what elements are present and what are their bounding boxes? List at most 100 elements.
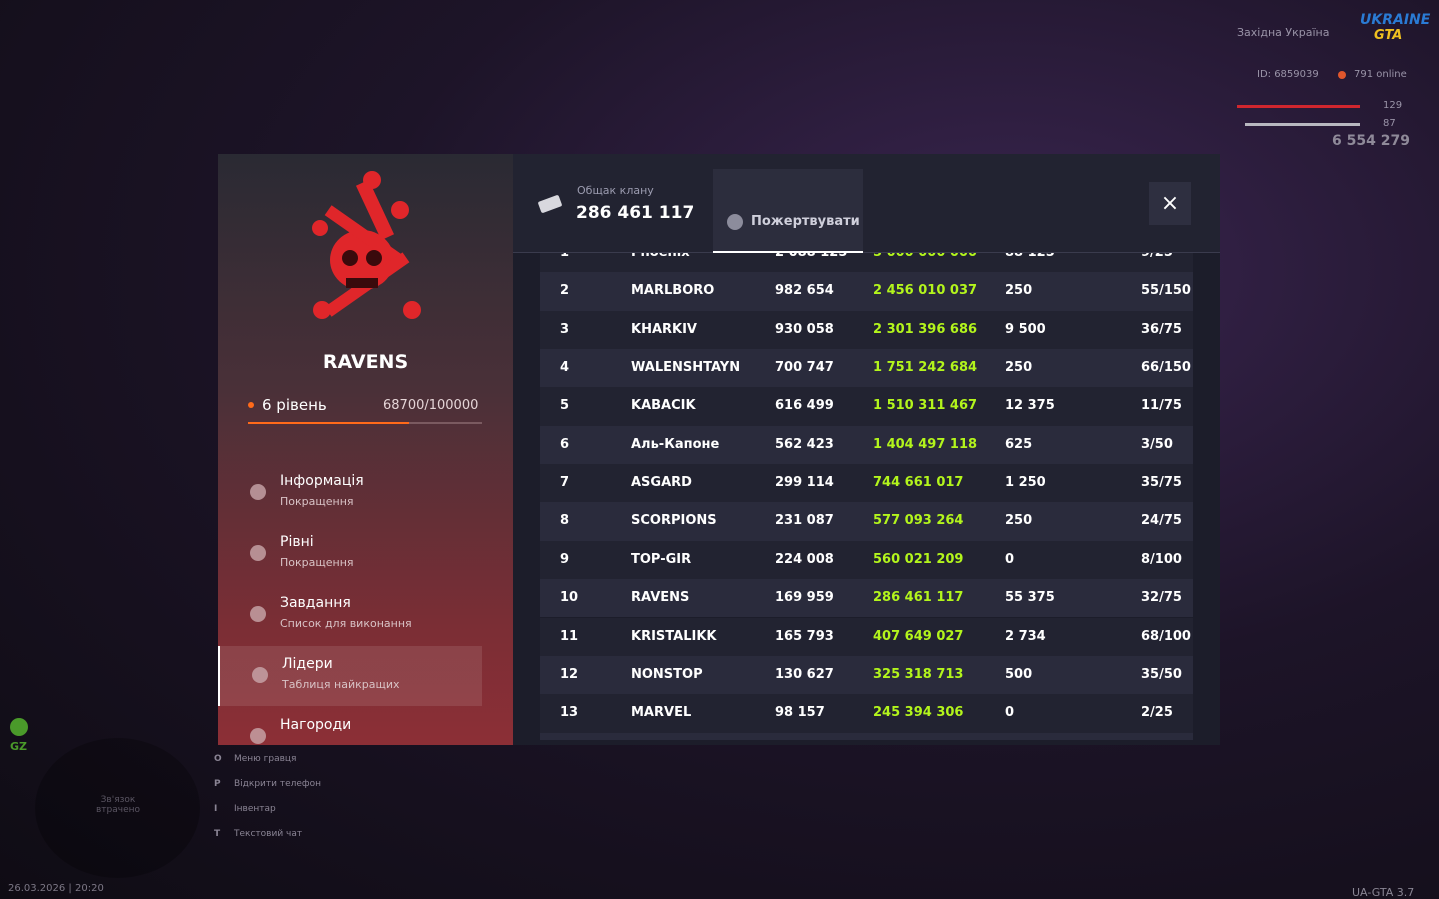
menu-item[interactable]: Нагороди <box>218 707 513 745</box>
menu-title: Завдання <box>280 595 351 611</box>
cell: 1 250 <box>1005 475 1046 491</box>
cell: 325 318 713 <box>873 666 964 682</box>
cell: MARLBORO <box>631 283 715 299</box>
cell: 250 <box>1005 283 1033 299</box>
menu-item[interactable]: Завдання Список для виконання <box>218 585 513 645</box>
cell: 12 <box>560 666 579 682</box>
cell: TOP-GIR <box>631 551 692 567</box>
hotkey: O Меню гравця <box>214 754 296 764</box>
cell: 1 404 497 118 <box>873 436 978 452</box>
money: 6 554 279 <box>1332 133 1410 149</box>
cell: RAVENS <box>631 590 690 606</box>
cell: 700 747 <box>775 360 834 376</box>
cell: 250 <box>1005 360 1033 376</box>
cell: 2 <box>560 283 570 299</box>
leaderboard: 1 Phoenix 2 088 125 5 000 000 000 88 125 9/25… <box>540 253 1193 740</box>
hotkey: T Текстовий чат <box>214 829 302 839</box>
cell: 224 008 <box>775 551 834 567</box>
table-row: 3 KHARKIV 930 058 2 301 396 686 9 500 36/75 <box>540 310 1193 350</box>
cell: 299 114 <box>775 475 834 491</box>
version: UA-GTA 3.7 <box>1352 886 1415 899</box>
cell: 560 021 209 <box>873 551 964 567</box>
cell: 55 375 <box>1005 590 1055 606</box>
header: Общак клану 286 461 117 Пожертвувати × <box>513 154 1220 253</box>
table-row: 10 RAVENS 169 959 286 461 117 55 375 32/75 <box>540 579 1193 618</box>
table-row <box>540 732 1193 740</box>
online: 791 online <box>1354 69 1407 80</box>
table-row: 4 WALENSHTAYN 700 747 1 751 242 684 250 66/15… <box>540 349 1193 388</box>
cell: 98 157 <box>775 705 825 721</box>
menu-subtitle: Таблиця найкращих <box>282 678 400 691</box>
cell: 2 301 396 686 <box>873 321 978 337</box>
hotkey-key: T <box>214 829 221 839</box>
cell: 3 <box>560 321 570 337</box>
menu-title: Нагороди <box>280 717 352 733</box>
cell: 10 <box>560 590 579 606</box>
level-dot <box>248 402 254 408</box>
donate-button[interactable]: Пожертвувати <box>713 169 863 253</box>
donate-label: Пожертвувати <box>751 214 860 229</box>
minimap <box>35 738 200 878</box>
cell: 0 <box>1005 705 1015 721</box>
cell: 625 <box>1005 436 1033 452</box>
region: Західна Україна <box>1237 26 1330 39</box>
progress-fill <box>248 422 409 424</box>
cell: 165 793 <box>775 628 834 644</box>
cell: 7 <box>560 475 570 491</box>
hotkey-label: Відкрити телефон <box>234 779 322 789</box>
clan-sidebar: RAVENS 6 рівень 68700/100000 Інформація П… <box>218 154 513 745</box>
cell: 500 <box>1005 666 1033 682</box>
cell: 8 <box>560 513 570 529</box>
menu-item-active[interactable]: Лідери Таблиця найкращих <box>218 646 482 706</box>
menu-subtitle: Покращення <box>280 495 354 508</box>
cell: 2 456 010 037 <box>873 283 978 299</box>
table-row: 2 MARLBORO 982 654 2 456 010 037 250 55/150 <box>540 272 1193 311</box>
menu-subtitle: Покращення <box>280 556 354 569</box>
zone: GZ <box>10 740 28 753</box>
hotkey-label: Інвентар <box>234 804 276 814</box>
table-row: 8 SCORPIONS 231 087 577 093 264 250 24/75 <box>540 502 1193 541</box>
cell: 9 <box>560 551 570 567</box>
table-row: 6 Аль-Капоне 562 423 1 404 497 118 625 3/50 <box>540 425 1193 465</box>
clan-window: RAVENS 6 рівень 68700/100000 Інформація П… <box>218 154 1220 745</box>
cell: 3/50 <box>1141 436 1173 452</box>
cell: KHARKIV <box>631 321 697 337</box>
hotkey: P Відкрити телефон <box>214 779 321 789</box>
cell: 35/50 <box>1141 666 1182 682</box>
cell: 245 394 306 <box>873 705 964 721</box>
table-row: 1 Phoenix 2 088 125 5 000 000 000 88 125 9/25 <box>540 253 1193 273</box>
cell: 2 734 <box>1005 628 1046 644</box>
cell: 68/100 <box>1141 628 1191 644</box>
cell: 169 959 <box>775 590 834 606</box>
cell: 1 510 311 467 <box>873 398 978 414</box>
cell: 36/75 <box>1141 321 1182 337</box>
cell: 231 087 <box>775 513 834 529</box>
cell: 24/75 <box>1141 513 1182 529</box>
menu-subtitle: Список для виконання <box>280 617 412 630</box>
hotkey-key: I <box>214 804 218 814</box>
cell: KRISTALIKK <box>631 628 717 644</box>
bank-label: Общак клану <box>577 184 654 197</box>
cell: WALENSHTAYN <box>631 360 741 376</box>
table-row: 11 KRISTALIKK 165 793 407 649 027 2 734 68/10… <box>540 617 1193 656</box>
cell: 982 654 <box>775 283 834 299</box>
menu-item[interactable]: Інформація Покращення <box>218 463 513 523</box>
cell: 1 751 242 684 <box>873 360 978 376</box>
cell: 11/75 <box>1141 398 1182 414</box>
datetime: 26.03.2026 | 20:20 <box>8 883 104 894</box>
hotkey-key: P <box>214 779 221 789</box>
menu-item[interactable]: Рівні Покращення <box>218 524 513 584</box>
online-dot <box>1338 71 1346 79</box>
player-id: ID: 6859039 <box>1257 69 1319 80</box>
cell: 562 423 <box>775 436 834 452</box>
cell: Phoenix <box>631 253 690 260</box>
close-button[interactable]: × <box>1149 182 1191 225</box>
cell: 9/25 <box>1141 253 1173 260</box>
cell: 616 499 <box>775 398 834 414</box>
money-icon <box>537 194 563 214</box>
cell: 66/150 <box>1141 360 1191 376</box>
cell: 5 <box>560 398 570 414</box>
hotkey-key: O <box>214 754 222 764</box>
hotkey-label: Меню гравця <box>234 754 297 764</box>
